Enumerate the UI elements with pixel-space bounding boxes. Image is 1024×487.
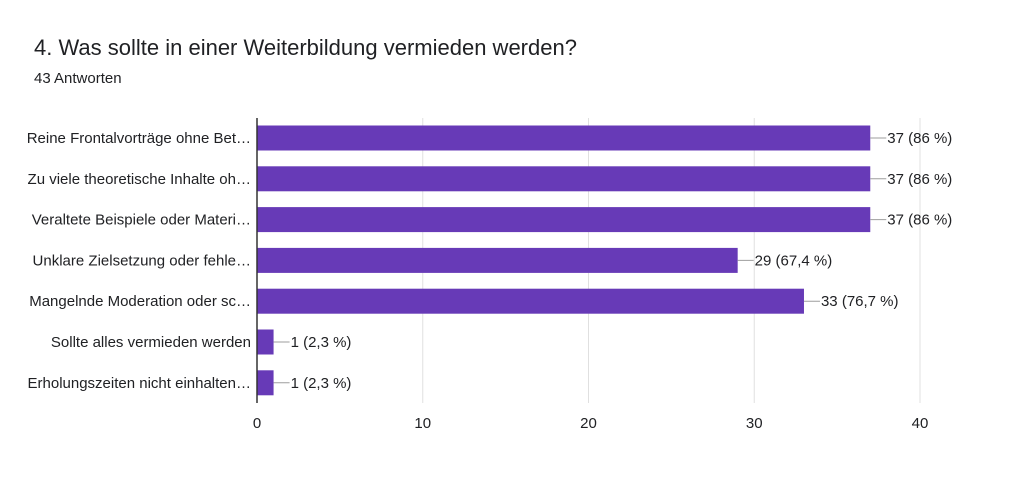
x-tick-label: 30 bbox=[746, 415, 763, 432]
data-label: 33 (76,7 %) bbox=[821, 293, 899, 310]
data-label: 37 (86 %) bbox=[887, 212, 952, 229]
leader-lines bbox=[273, 137, 887, 384]
data-label: 37 (86 %) bbox=[887, 171, 952, 188]
x-tick-label: 10 bbox=[414, 415, 431, 432]
bar[interactable] bbox=[257, 247, 738, 273]
bar[interactable] bbox=[257, 370, 274, 396]
x-tick-label: 40 bbox=[912, 415, 929, 432]
data-label: 29 (67,4 %) bbox=[755, 252, 833, 269]
bar[interactable] bbox=[257, 288, 804, 314]
data-labels: 37 (86 %) 37 (86 %) 37 (86 %) 29 (67,4 %) 33… bbox=[291, 130, 953, 392]
category-label: Zu viele theoretische Inhalte oh… bbox=[28, 171, 251, 188]
x-tick-label: 20 bbox=[580, 415, 597, 432]
x-tick-label: 0 bbox=[253, 415, 261, 432]
data-label: 1 (2,3 %) bbox=[291, 375, 352, 392]
category-label: Reine Frontalvorträge ohne Bet… bbox=[27, 130, 251, 147]
bar[interactable] bbox=[257, 329, 274, 355]
category-labels: Reine Frontalvorträge ohne Bet… Zu viele … bbox=[27, 130, 251, 392]
bar[interactable] bbox=[257, 125, 871, 151]
chart-title: 4. Was sollte in einer Weiterbildung ver… bbox=[34, 35, 577, 60]
category-label: Mangelnde Moderation oder sc… bbox=[29, 293, 251, 310]
category-label: Erholungszeiten nicht einhalten… bbox=[28, 375, 251, 392]
data-label: 1 (2,3 %) bbox=[291, 334, 352, 351]
bar[interactable] bbox=[257, 166, 871, 192]
category-label: Sollte alles vermieden werden bbox=[51, 334, 251, 351]
category-label: Unklare Zielsetzung oder fehle… bbox=[33, 252, 251, 269]
response-count: 43 Antworten bbox=[34, 70, 122, 87]
data-label: 37 (86 %) bbox=[887, 130, 952, 147]
x-tick-labels: 0 10 20 30 40 bbox=[253, 415, 929, 432]
category-label: Veraltete Beispiele oder Materi… bbox=[32, 212, 251, 229]
bar[interactable] bbox=[257, 207, 871, 233]
bars bbox=[257, 125, 871, 396]
